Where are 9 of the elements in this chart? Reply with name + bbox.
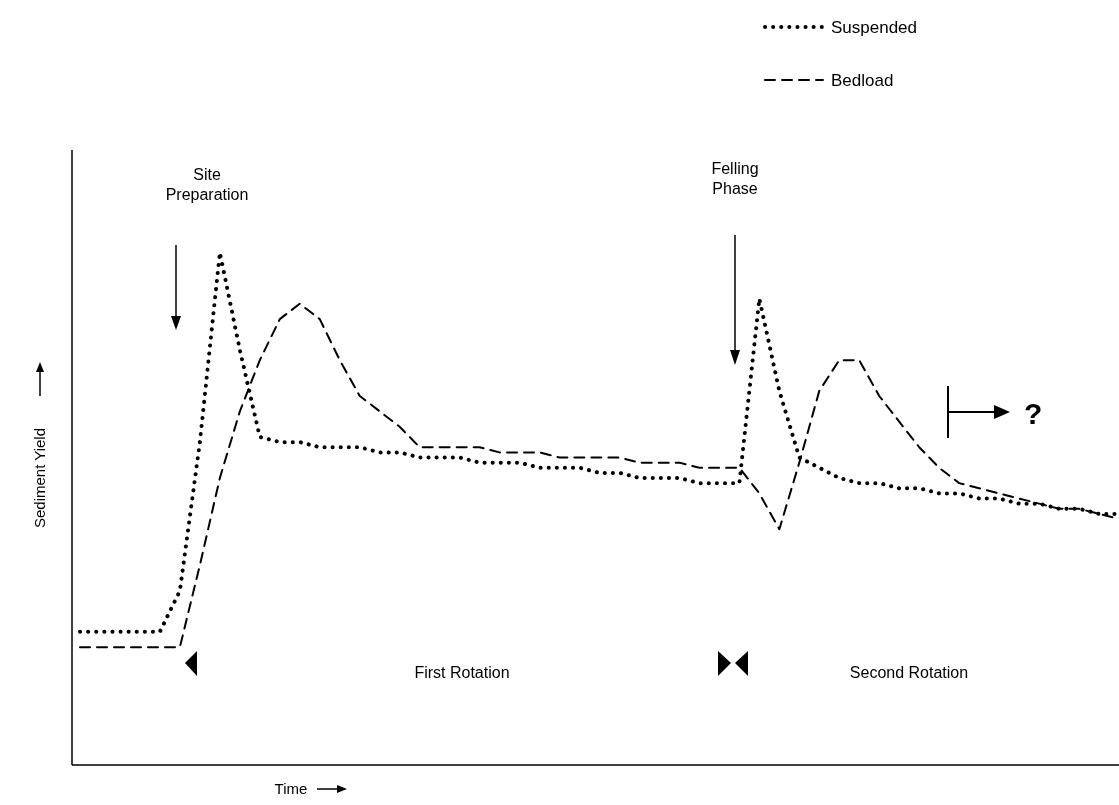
annotation: ? <box>1024 397 1043 430</box>
annotation: First Rotation <box>414 664 510 681</box>
y-axis-title: Sediment Yield <box>31 427 48 529</box>
legend-label: Bedload <box>831 71 894 90</box>
legend-label: Suspended <box>831 18 918 37</box>
text: Site Preparation <box>165 166 249 203</box>
x-axis-title: Time <box>274 780 308 797</box>
annotation: Second Rotation <box>849 664 969 681</box>
text: Felling Phase <box>711 160 759 197</box>
